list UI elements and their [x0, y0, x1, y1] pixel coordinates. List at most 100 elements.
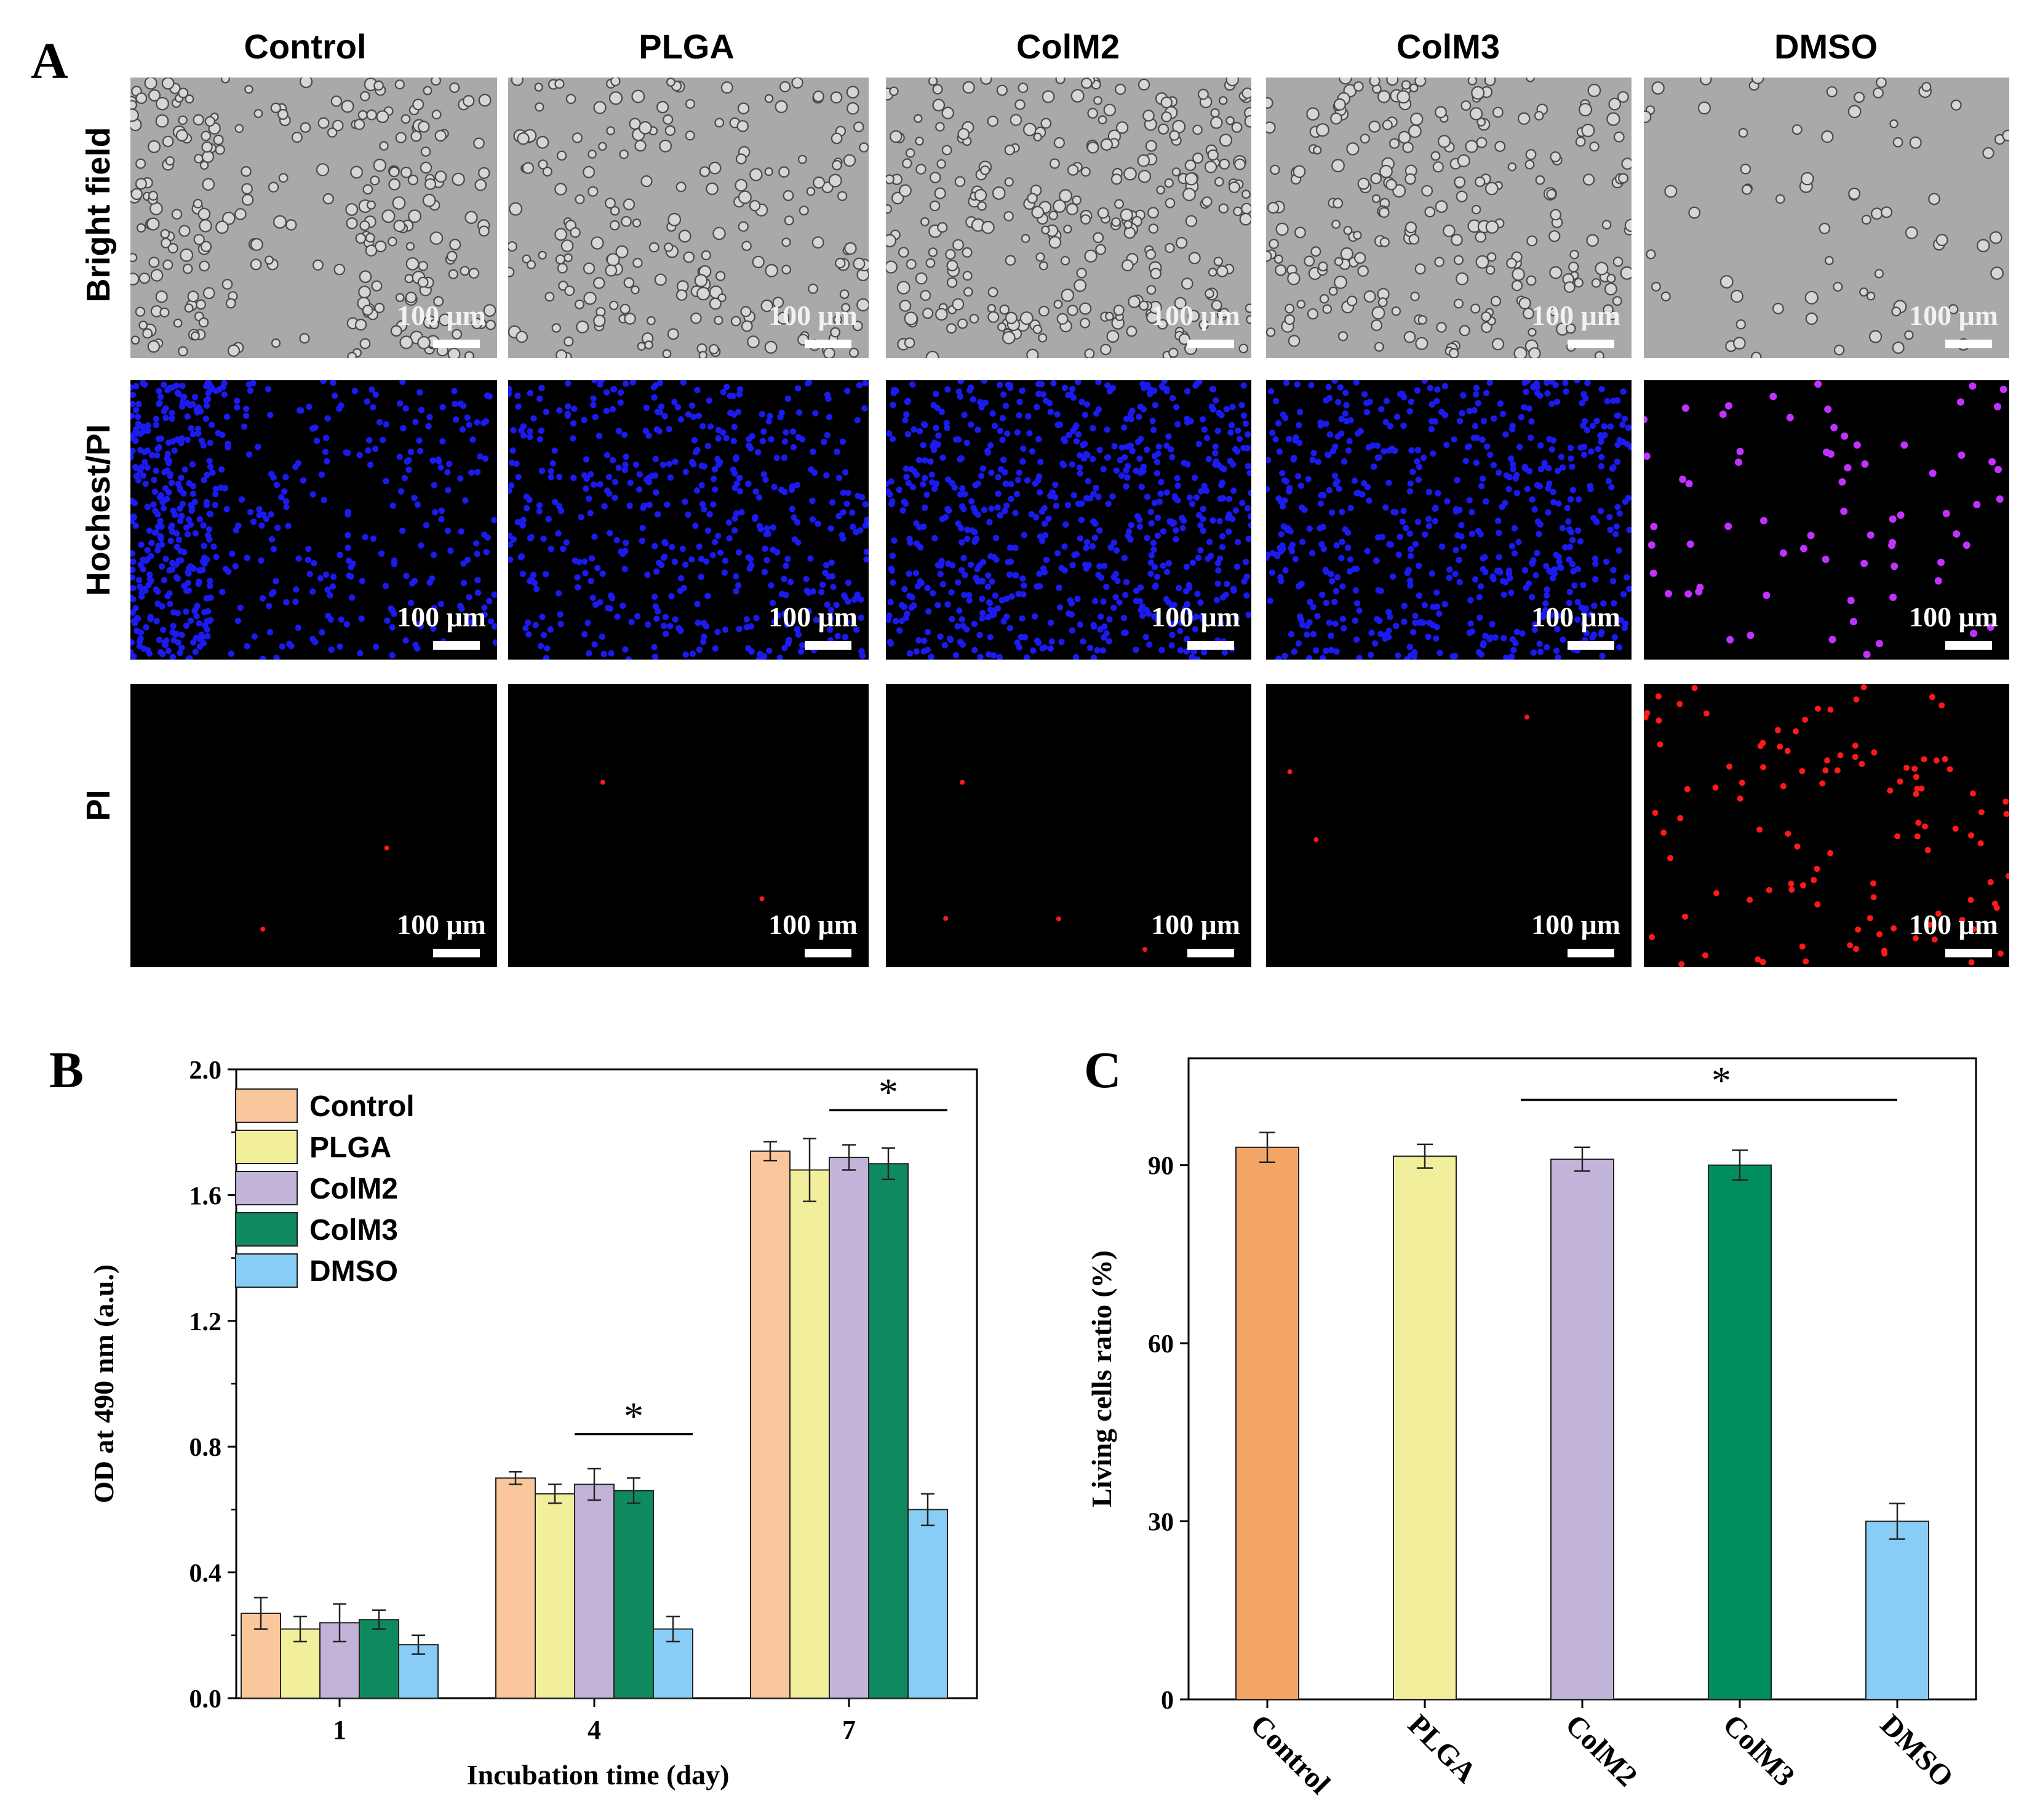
cell — [536, 135, 549, 149]
cell — [359, 338, 371, 349]
nucleus — [268, 591, 276, 597]
cell — [1097, 207, 1109, 219]
dead-cell — [1860, 684, 1867, 690]
nucleus — [1581, 418, 1588, 425]
cell — [1346, 142, 1360, 156]
nucleus — [592, 413, 599, 420]
nucleus — [923, 491, 930, 498]
nucleus — [1460, 543, 1467, 550]
nucleus — [167, 601, 173, 607]
cell — [468, 268, 480, 279]
dead-cell — [1780, 783, 1787, 789]
x-tick-label: 4 — [588, 1715, 601, 1745]
cell — [859, 142, 869, 153]
cell — [147, 340, 161, 353]
cell — [1081, 78, 1093, 89]
nucleus — [976, 632, 983, 639]
nucleus — [781, 644, 788, 652]
nucleus — [928, 653, 934, 660]
cell — [1100, 343, 1112, 356]
nucleus — [822, 569, 829, 577]
cell — [664, 242, 674, 252]
nucleus — [322, 449, 329, 455]
nucleus — [348, 573, 354, 580]
nucleus — [906, 593, 913, 599]
cell — [1322, 304, 1333, 314]
nucleus — [1401, 602, 1408, 609]
cell — [187, 290, 199, 303]
nucleus — [244, 554, 251, 561]
nucleus — [933, 391, 939, 397]
micrograph-background — [508, 684, 869, 967]
cell — [1306, 107, 1320, 121]
nucleus — [840, 489, 847, 496]
dead-cell — [1914, 785, 1921, 792]
dead-cell — [1970, 790, 1976, 797]
nucleus — [1198, 613, 1205, 621]
nucleus — [974, 480, 981, 487]
cell — [1401, 80, 1411, 90]
nucleus — [664, 501, 671, 508]
dead-cell — [1747, 896, 1753, 903]
nucleus — [372, 391, 379, 398]
cell — [1742, 184, 1753, 195]
dead-cell — [1788, 880, 1795, 887]
nucleus — [863, 548, 869, 556]
cell — [474, 178, 487, 191]
cell — [165, 156, 175, 166]
nucleus — [1519, 630, 1526, 637]
nucleus — [207, 577, 213, 585]
nucleus — [1113, 467, 1120, 474]
nucleus — [206, 536, 213, 543]
nucleus — [1562, 380, 1569, 386]
dead-cell — [1977, 840, 1984, 847]
nucleus — [1054, 411, 1061, 418]
cell — [1275, 222, 1289, 236]
nucleus — [944, 386, 951, 393]
nucleus — [154, 511, 161, 518]
scale-bar — [1568, 641, 1614, 650]
nucleus — [888, 567, 896, 574]
cell — [1333, 98, 1346, 111]
nucleus — [861, 405, 868, 412]
nucleus — [1333, 648, 1340, 655]
column-header-plga: PLGA — [639, 27, 735, 66]
nucleus — [411, 495, 418, 501]
nucleus — [538, 427, 545, 434]
nucleus — [1414, 447, 1421, 453]
cell — [221, 78, 230, 84]
cell — [749, 168, 763, 182]
bar-colm3-day-1 — [359, 1619, 399, 1699]
nucleus — [536, 436, 544, 443]
nucleus — [1153, 573, 1161, 580]
cell — [1535, 175, 1545, 185]
legend-label-colm2: ColM2 — [309, 1173, 398, 1205]
cell — [204, 116, 215, 127]
nucleus — [827, 525, 834, 532]
cell — [534, 82, 543, 92]
cell — [522, 162, 535, 174]
nucleus — [1996, 495, 2004, 503]
nucleus — [491, 591, 497, 598]
nucleus — [949, 615, 955, 623]
nucleus — [309, 491, 317, 498]
cell — [962, 271, 973, 281]
cell — [609, 300, 619, 311]
micrograph-background — [1644, 684, 2009, 967]
nucleus — [324, 415, 331, 422]
cell — [234, 208, 247, 220]
nucleus — [1490, 461, 1497, 469]
nucleus — [581, 631, 588, 638]
nucleus — [444, 527, 452, 534]
cell — [1184, 159, 1197, 171]
dead-cell — [1774, 727, 1781, 733]
cell — [1874, 269, 1884, 279]
nucleus — [821, 439, 827, 445]
micrograph-image — [130, 78, 497, 358]
cell — [390, 325, 402, 337]
nucleus — [1136, 455, 1143, 462]
cell — [433, 296, 444, 307]
nucleus — [1451, 436, 1457, 443]
nucleus — [608, 650, 615, 657]
cell — [447, 348, 461, 358]
